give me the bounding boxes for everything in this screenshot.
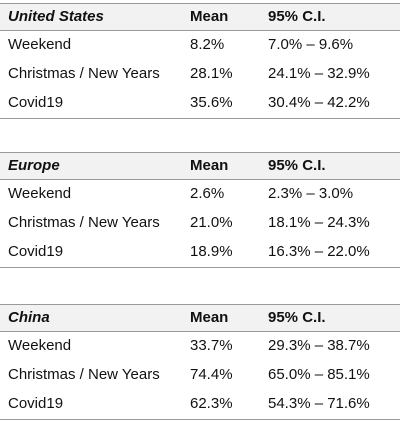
column-header: 95% C.I. (268, 157, 326, 174)
column-header: Mean (190, 309, 229, 326)
row-label: Covid19 (8, 94, 64, 111)
row-label: Christmas / New Years (8, 366, 160, 383)
row-label: Christmas / New Years (8, 65, 160, 82)
column-header: 95% C.I. (268, 8, 326, 25)
row-label: Covid19 (8, 395, 64, 412)
mean-value: 8.2% (190, 36, 225, 53)
table-section: China Mean 95% C.I. Weekend 33.7% 29.3% – 38.… (0, 304, 400, 420)
mean-value: 62.3% (190, 395, 233, 412)
table-section: Europe Mean 95% C.I. Weekend 2.6% 2.3% – 3.0%… (0, 152, 400, 268)
row-label: Weekend (8, 337, 72, 354)
ci-value: 18.1% – 24.3% (268, 214, 370, 231)
mean-value: 2.6% (190, 185, 225, 202)
section-title: Europe (8, 157, 60, 174)
mean-value: 33.7% (190, 337, 233, 354)
row-label: Covid19 (8, 243, 64, 260)
column-header: 95% C.I. (268, 309, 326, 326)
ci-value: 54.3% – 71.6% (268, 395, 370, 412)
ci-value: 7.0% – 9.6% (268, 36, 354, 53)
mean-value: 35.6% (190, 94, 233, 111)
header-row (0, 305, 400, 332)
mean-value: 74.4% (190, 366, 233, 383)
column-header: Mean (190, 157, 229, 174)
ci-value: 65.0% – 85.1% (268, 366, 370, 383)
row-label: Weekend (8, 185, 72, 202)
row-label: Weekend (8, 36, 72, 53)
section-title: China (8, 309, 50, 326)
table-section: United States Mean 95% C.I. Weekend 8.2% 7.0%… (0, 3, 400, 119)
ci-value: 24.1% – 32.9% (268, 65, 370, 82)
mean-value: 18.9% (190, 243, 233, 260)
ci-value: 29.3% – 38.7% (268, 337, 370, 354)
mean-value: 21.0% (190, 214, 233, 231)
ci-value: 2.3% – 3.0% (268, 185, 354, 202)
ci-value: 30.4% – 42.2% (268, 94, 370, 111)
header-row (0, 153, 400, 180)
section-title: United States (8, 8, 104, 25)
mean-value: 28.1% (190, 65, 233, 82)
row-label: Christmas / New Years (8, 214, 160, 231)
ci-value: 16.3% – 22.0% (268, 243, 370, 260)
column-header: Mean (190, 8, 229, 25)
header-row (0, 4, 400, 31)
